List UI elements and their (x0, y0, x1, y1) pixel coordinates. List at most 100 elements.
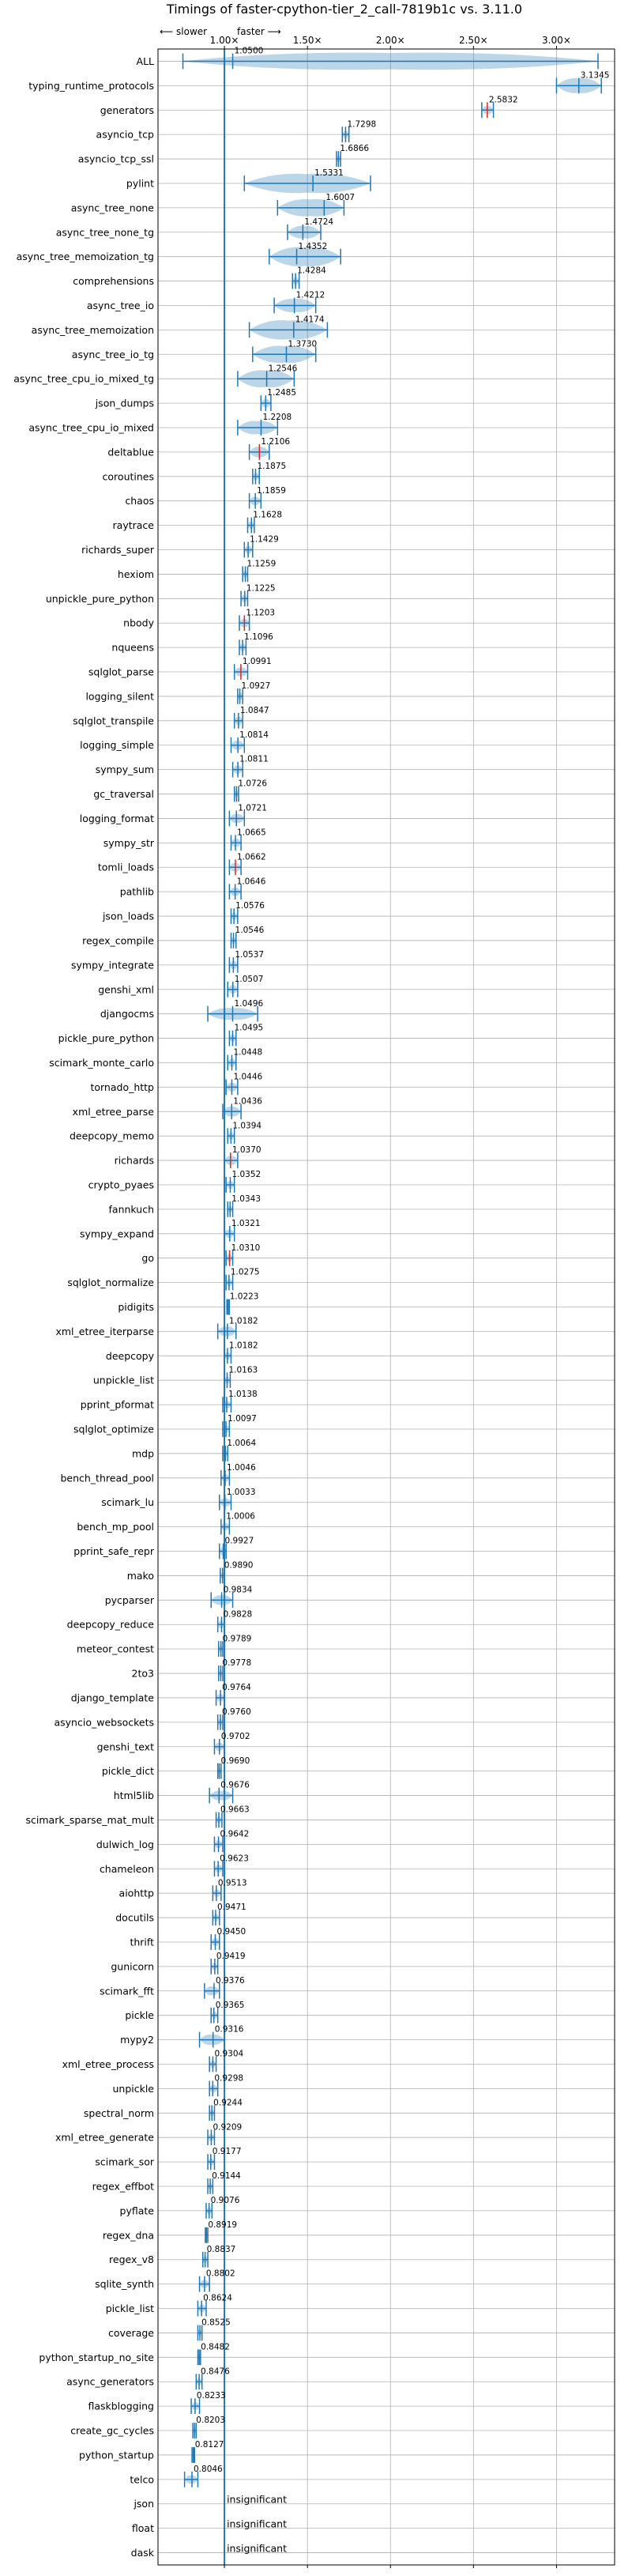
benchmark-row: dulwich_log 0.9642 (96, 1829, 250, 1853)
benchmark-row: float insignificant (132, 2518, 287, 2535)
benchmark-row: unpickle_pure_python 1.1225 (46, 583, 276, 607)
benchmark-name: djangocms (100, 1008, 154, 1020)
value-label: 1.0310 (231, 1243, 261, 1253)
benchmark-name: asyncio_websockets (54, 1716, 154, 1728)
benchmark-row: go 1.0310 (141, 1243, 260, 1266)
benchmark-name: xml_etree_generate (55, 2132, 154, 2144)
benchmark-row: spectral_norm 0.9244 (84, 2098, 243, 2122)
benchmark-name: comprehensions (73, 275, 154, 287)
benchmark-row: scimark_sparse_mat_mult 0.9663 (26, 1805, 250, 1828)
benchmark-name: json (133, 2498, 154, 2510)
benchmark-row: mypy2 0.9316 (120, 2025, 244, 2048)
value-label: 0.8624 (203, 2294, 232, 2303)
benchmark-name: pidigits (118, 1301, 154, 1313)
benchmark-name: dask (131, 2547, 155, 2559)
benchmark-name: pickle_pure_python (58, 1032, 154, 1044)
benchmark-name: scimark_lu (101, 1496, 154, 1508)
value-label: 1.0370 (232, 1145, 261, 1155)
benchmark-name: django_template (71, 1692, 155, 1703)
benchmark-name: pickle_list (106, 2303, 154, 2314)
benchmark-name: tornado_http (90, 1081, 154, 1093)
benchmark-row: pickle_dict 0.9690 (102, 1756, 250, 1779)
value-label: 1.0182 (229, 1317, 258, 1326)
value-label: 0.9890 (224, 1561, 254, 1571)
value-label: 1.4352 (299, 242, 328, 251)
benchmark-row: mdp 1.0064 (132, 1439, 256, 1461)
value-label: 3.1345 (581, 70, 610, 80)
benchmark-row: deepcopy_memo 1.0394 (70, 1121, 261, 1145)
x-tick-label: 1.00× (210, 35, 239, 46)
benchmark-name: scimark_monte_carlo (49, 1057, 154, 1069)
benchmark-name: deepcopy_memo (70, 1130, 154, 1142)
benchmark-name: genshi_text (97, 1741, 154, 1752)
benchmark-row: sympy_expand 1.0321 (80, 1219, 261, 1242)
value-label: 1.0847 (240, 706, 269, 715)
benchmark-row: pickle_pure_python 1.0495 (58, 1024, 263, 1047)
benchmark-name: richards (115, 1155, 154, 1167)
benchmark-name: coroutines (103, 470, 154, 482)
benchmark-row: flaskblogging 0.8233 (88, 2391, 226, 2415)
benchmark-row: sqlglot_parse 1.0991 (88, 657, 272, 680)
value-label: 0.9642 (220, 1829, 250, 1839)
benchmark-row: nbody 1.1203 (123, 608, 275, 632)
benchmark-name: sympy_sum (96, 764, 154, 775)
benchmark-row: regex_v8 0.8837 (109, 2245, 235, 2268)
benchmark-row: asyncio_tcp_ssl 1.6866 (78, 144, 369, 167)
benchmark-row: scimark_monte_carlo 1.0448 (49, 1048, 262, 1071)
direction-label-faster: faster ⟶ (237, 26, 281, 37)
benchmark-name: crypto_pyaes (88, 1179, 154, 1190)
benchmark-row: deepcopy_reduce 0.9828 (67, 1609, 252, 1633)
value-label: 1.6007 (325, 193, 355, 202)
value-label: 1.0576 (235, 901, 265, 911)
benchmark-row: unpickle_list 1.0163 (93, 1365, 258, 1389)
x-tick-label: 3.00× (542, 35, 571, 46)
benchmark-row: asyncio_tcp 1.7298 (96, 119, 376, 143)
benchmark-name: async_tree_cpu_io_mixed_tg (13, 373, 154, 385)
value-label: 0.8919 (208, 2220, 237, 2230)
value-label: 1.0662 (237, 852, 266, 862)
benchmark-row: sqlite_synth 0.8802 (95, 2269, 235, 2292)
value-label: 0.8837 (207, 2245, 236, 2254)
direction-label-slower: ⟵ slower (160, 26, 207, 37)
benchmark-name: async_tree_none_tg (56, 226, 154, 238)
benchmark-name: mako (127, 1570, 154, 1582)
value-label: 1.3730 (288, 339, 317, 349)
benchmark-row: fannkuch 1.0343 (109, 1194, 261, 1217)
value-label: 1.0991 (243, 657, 272, 666)
value-label: 1.1429 (250, 535, 279, 545)
benchmark-name: aiohttp (119, 1888, 155, 1899)
benchmark-name: json_loads (102, 911, 154, 922)
value-label: 1.0721 (238, 804, 267, 813)
benchmark-row: regex_compile 1.0546 (82, 926, 265, 949)
benchmark-row: gc_traversal 1.0726 (93, 779, 267, 802)
benchmark-row: bench_mp_pool 1.0006 (77, 1512, 255, 1535)
benchmark-row: pickle 0.9365 (125, 2001, 244, 2023)
value-label: 1.0814 (239, 730, 269, 740)
benchmark-row: genshi_xml 1.0507 (98, 975, 263, 998)
benchmark-name: fannkuch (109, 1203, 154, 1215)
benchmark-name: float (132, 2522, 154, 2534)
benchmark-name: scimark_sparse_mat_mult (26, 1814, 155, 1826)
benchmark-row: python_startup 0.8127 (79, 2440, 224, 2463)
benchmark-name: pathlib (120, 886, 154, 898)
benchmark-row: generators 2.5832 (100, 95, 518, 119)
benchmark-name: typing_runtime_protocols (28, 80, 154, 92)
benchmark-name: pickle (125, 2009, 154, 2021)
benchmark-name: telco (130, 2473, 154, 2485)
benchmark-name: async_tree_cpu_io_mixed (28, 421, 154, 433)
benchmark-name: scimark_fft (100, 1985, 154, 1997)
benchmark-name: gc_traversal (93, 788, 154, 800)
benchmark-row: richards_super 1.1429 (81, 535, 279, 558)
benchmark-name: create_gc_cycles (70, 2425, 154, 2437)
benchmark-row: logging_simple 1.0814 (80, 730, 269, 753)
value-label: 0.9471 (217, 1903, 246, 1912)
benchmark-row: pylint 1.5331 (126, 168, 371, 194)
benchmark-row: scimark_lu 1.0033 (101, 1488, 256, 1511)
benchmark-row: 2to3 0.9778 (132, 1658, 251, 1681)
value-label: 0.9828 (223, 1609, 252, 1619)
benchmark-row: xml_etree_iterparse 1.0182 (55, 1317, 258, 1340)
benchmark-row: pyflate 0.9076 (120, 2196, 240, 2219)
value-label: 1.1203 (246, 608, 275, 617)
benchmark-name: pylint (126, 177, 154, 189)
benchmark-name: async_generators (66, 2376, 154, 2388)
